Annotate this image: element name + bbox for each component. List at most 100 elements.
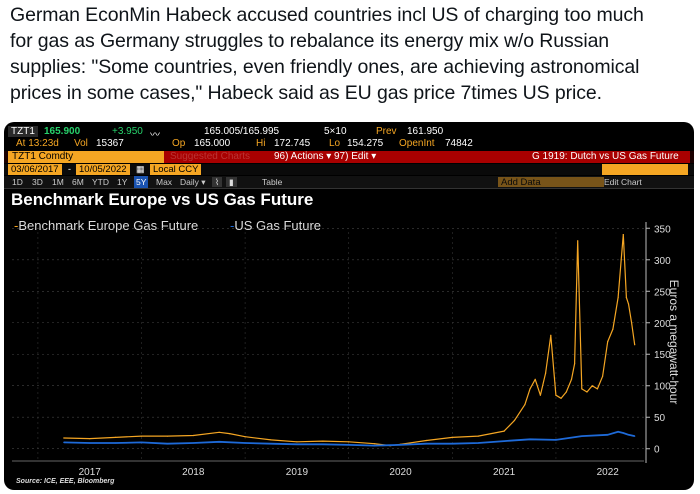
data-point-europe [596,388,599,390]
chart-id: G 1919: Dutch vs US Gas Future [532,151,679,162]
data-point-us [529,438,531,440]
edit-menu[interactable]: 97) Edit ▾ [334,151,377,162]
tf-ytd[interactable]: YTD [92,177,109,187]
edit-chart-button[interactable]: Edit Chart [604,177,642,187]
table-button[interactable]: Table [262,177,283,187]
legend-europe-swatch: - [14,218,19,233]
data-point-europe [244,436,246,438]
date-range-row: 03/06/2017 - 10/05/2022 ▦ Local CCY [4,164,694,175]
tf-max[interactable]: Max [156,177,173,187]
data-point-europe [634,344,636,346]
end-date-field[interactable]: 10/05/2022 [76,164,130,175]
data-point-europe [503,430,505,432]
open-label: Op [172,138,186,149]
data-point-us [425,443,427,445]
data-point-europe [560,397,562,399]
open-interest-value: 74842 [445,138,473,149]
tf-5y[interactable]: 5Y [134,176,149,188]
x-tick-label: 2021 [493,467,516,478]
high-label: Hi [256,138,266,149]
bar-chart-icon[interactable]: ▮ [226,177,237,187]
data-point-europe [617,297,619,299]
data-point-europe [166,435,168,437]
suggested-charts-button[interactable]: Suggested Charts [170,151,251,162]
data-point-us [451,443,453,445]
data-point-europe [625,297,628,299]
start-date-field[interactable]: 03/06/2017 [8,164,62,175]
y-tick-label: 300 [654,256,671,267]
data-point-us [399,444,402,446]
x-tick-label: 2017 [79,467,102,478]
tweet-line: supplies: "Some countries, even friendly… [10,56,640,78]
data-point-europe [534,378,536,380]
data-point-us [627,434,630,436]
data-point-us [374,445,376,447]
data-point-us [244,442,246,444]
data-point-europe [477,435,479,437]
data-point-europe [602,375,604,377]
y-tick-label: 100 [654,382,671,393]
data-point-us [192,442,194,444]
data-point-us [296,443,298,445]
prev-value: 161.950 [407,126,444,137]
data-point-europe [565,391,567,393]
data-point-us [634,435,636,437]
data-point-europe [591,385,593,387]
data-point-europe [574,363,576,365]
security-toolbar: TZT1 Comdty Suggested Charts 96) Actions… [4,151,694,163]
high-value: 172.745 [274,138,311,149]
volume-label: Vol [74,138,88,149]
data-point-europe [631,322,633,324]
mini-toolbar [602,164,688,175]
y-tick-label: 200 [654,319,671,330]
tf-1m[interactable]: 1M [52,177,64,187]
x-tick-label: 2022 [597,467,620,478]
add-data-field[interactable]: Add Data [498,177,604,188]
y-axis-label: Euros a megawatt-hour [667,280,681,405]
data-point-us [115,442,117,444]
line-chart-icon[interactable]: ⌇ [212,177,223,187]
y-tick-label: 50 [654,413,666,424]
data-point-europe [555,394,557,396]
data-point-us [581,435,583,437]
tweet-line: German EconMin Habeck accused countries … [10,4,644,26]
data-point-us [218,441,220,443]
data-point-us [322,443,324,445]
data-point-europe [89,438,91,440]
ticker: TZT1 [8,126,38,137]
tf-1y[interactable]: 1Y [117,177,128,187]
security-field[interactable]: TZT1 Comdty [8,151,166,163]
bloomberg-terminal-image[interactable]: TZT1 165.900 +3.950 〰︎ 165.005/165.995 5… [4,122,694,490]
data-point-europe [115,436,117,438]
currency-select[interactable]: Local CCY [150,164,202,175]
data-point-europe [545,372,547,374]
bid-ask: 165.005/165.995 [204,126,280,137]
tf-6m[interactable]: 6M [72,177,84,187]
y-tick-label: 150 [654,350,671,361]
stats-row: At 13:23d Vol 15367 Op 165.000 Hi 172.74… [4,138,694,150]
y-tick-label: 0 [654,445,660,456]
y-tick-label: 250 [654,287,671,298]
toolbar-red-strip [164,151,690,163]
actions-menu[interactable]: 96) Actions ▾ [274,151,332,162]
data-point-us [63,441,65,443]
quote-row: TZT1 165.900 +3.950 〰︎ 165.005/165.995 5… [4,126,694,141]
data-point-us [607,434,609,436]
data-point-us [617,431,619,433]
tf-1d[interactable]: 1D [12,177,23,187]
data-point-europe [627,303,630,305]
data-point-us [166,443,168,445]
x-tick-label: 2019 [286,467,309,478]
price-change: +3.950 [112,126,143,137]
tf-3d[interactable]: 3D [32,177,43,187]
data-point-europe [581,388,583,390]
tweet-line: for gas as Germany struggles to rebalanc… [10,30,610,52]
open-value: 165.000 [194,138,231,149]
data-point-us [270,443,272,445]
x-tick-label: 2018 [182,467,205,478]
data-point-us [503,440,505,442]
period-select[interactable]: Daily ▾ [180,177,206,187]
calendar-icon[interactable]: ▦ [136,164,145,174]
tweet-text: German EconMin Habeck accused countries … [10,2,694,106]
timeframe-row: 1D 3D 1M 6M YTD 1Y 5Y Max Daily ▾ ⌇ ▮ Ta… [4,176,694,189]
